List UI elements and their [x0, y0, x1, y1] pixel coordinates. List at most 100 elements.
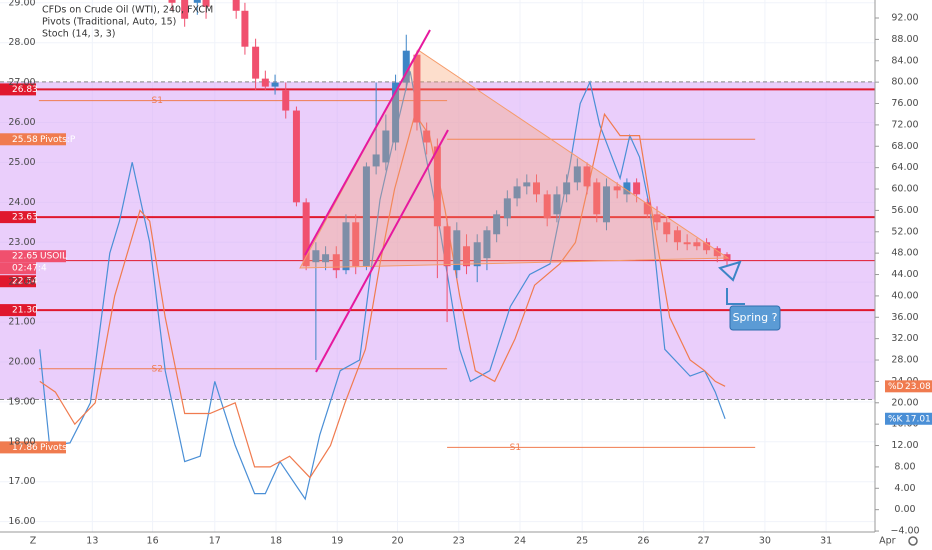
y2-tick-label: −4.00 — [890, 526, 919, 537]
pivot-label: S1 — [152, 96, 163, 106]
price-tag-value: 26.83 — [12, 85, 38, 95]
y2-tick-label: 80.00 — [891, 77, 918, 88]
y2-tick-label: 0.00 — [894, 504, 915, 515]
right-axis-bg — [875, 0, 932, 550]
candle-body — [563, 182, 571, 195]
y2-tick-label: 12.00 — [891, 440, 918, 451]
y2-tick-label: 64.00 — [891, 162, 918, 173]
x-tick-label: 26 — [637, 536, 649, 547]
price-tag-name: USOIL — [40, 252, 67, 262]
price-tag — [0, 133, 66, 146]
candle-body — [423, 130, 431, 143]
stoch-tag-name: %D — [888, 382, 904, 392]
candle-body — [362, 166, 370, 267]
y-tick-label: 23.00 — [8, 237, 35, 248]
x-tick-label: 30 — [759, 536, 771, 547]
stoch-line — [39, 112, 726, 479]
y-tick-label: 16.00 — [8, 516, 35, 527]
candle-body — [402, 50, 410, 83]
y2-tick-label: 36.00 — [891, 312, 918, 323]
y-tick-label: 28.00 — [8, 37, 35, 48]
candle-body — [593, 182, 601, 215]
price-tag — [0, 250, 66, 263]
candle-body — [342, 222, 350, 271]
y2-tick-label: 8.00 — [894, 461, 915, 472]
candle-body — [573, 166, 581, 183]
x-tick-label: 13 — [86, 536, 98, 547]
candle-body — [663, 222, 671, 235]
pivot-label: S2 — [152, 364, 163, 374]
arrow-head — [718, 260, 742, 282]
x-tick-label: 16 — [147, 536, 159, 547]
callout-text: Spring ? — [733, 311, 778, 324]
candle-body — [382, 130, 390, 163]
price-tag-value: 17.86 — [12, 443, 38, 453]
stoch-tag-name: %K — [888, 414, 904, 424]
y2-tick-label: 48.00 — [891, 248, 918, 259]
stoch-tag-value: 23.08 — [905, 382, 931, 392]
y2-tick-label: 56.00 — [891, 205, 918, 216]
price-tag — [0, 211, 36, 224]
stoch-line — [39, 71, 726, 501]
y-tick-label: 29.00 — [8, 0, 35, 8]
candle-body — [653, 214, 661, 223]
candle-body — [292, 110, 300, 203]
countdown-text: 02:47:4 — [12, 264, 47, 274]
y2-tick-label: 44.00 — [891, 269, 918, 280]
y2-tick-label: 92.00 — [891, 13, 918, 24]
price-tag-name: Pivots:S1 — [40, 443, 81, 453]
candle-body — [623, 182, 631, 195]
y-tick-label: 26.00 — [8, 117, 35, 128]
y2-tick-label: 84.00 — [891, 55, 918, 66]
y-tick-label: 18.00 — [8, 436, 35, 447]
drawings: Spring ? — [299, 29, 781, 373]
arrow — [726, 288, 745, 305]
pivot-label: S1 — [510, 443, 521, 453]
y-tick-label: 21.00 — [8, 317, 35, 328]
callout-box — [729, 305, 781, 331]
candle-body — [372, 154, 380, 167]
x-tick-label: 23 — [453, 536, 465, 547]
axes: 13 16 17 18 19 20 23 24 25 26 27 30 31 Apr 16.00 17.00 1… — [8, 0, 932, 547]
stoch-tag — [885, 412, 932, 425]
bottom-axis-bg — [0, 532, 932, 550]
y2-tick-label: 4.00 — [894, 483, 915, 494]
x-tick-label: 17 — [209, 536, 221, 547]
candle-body — [703, 242, 711, 251]
candle-body — [312, 250, 320, 263]
y-tick-label: 19.00 — [8, 396, 35, 407]
candle-body — [683, 242, 691, 245]
x-tick-label: Apr — [879, 536, 896, 547]
price-tag — [0, 83, 36, 96]
y2-tick-label: 72.00 — [891, 119, 918, 130]
y-tick-label: 24.00 — [8, 197, 35, 208]
candle-body — [493, 214, 501, 235]
candle-body — [202, 0, 210, 7]
x-tick-label: 19 — [331, 536, 343, 547]
candle-body — [453, 230, 461, 271]
x-tick-label: 18 — [270, 536, 282, 547]
candle-body — [513, 186, 521, 199]
candle-body — [271, 82, 279, 87]
y-tick-label: 20.00 — [8, 356, 35, 367]
countdown-tag — [0, 262, 36, 275]
candle-body — [282, 90, 290, 111]
y-tick-label: 25.00 — [8, 157, 35, 168]
chart-subtitle: Stoch (14, 3, 3) — [42, 29, 116, 40]
settings-icon[interactable] — [908, 536, 918, 546]
price-tag-value: 21.30 — [12, 306, 38, 316]
stoch-tag — [885, 380, 932, 393]
y2-tick-label: 68.00 — [891, 141, 918, 152]
candle-body — [433, 146, 441, 227]
candle-body — [252, 46, 260, 79]
candle-body — [602, 186, 610, 223]
x-tick-label: 25 — [576, 536, 588, 547]
price-tag — [0, 441, 66, 454]
chart-title: CFDs on Crude Oil (WTI), 240, FXCM — [42, 5, 213, 16]
y2-tick-label: 20.00 — [891, 397, 918, 408]
x-tick-label: 27 — [698, 536, 710, 547]
y-tick-label: 27.00 — [8, 77, 35, 88]
tags: 26.83 25.58 Pivots:P 23.63 22.65 USOIL 02:47:4… — [0, 83, 81, 454]
price-tag-value: 22.65 — [12, 252, 38, 262]
